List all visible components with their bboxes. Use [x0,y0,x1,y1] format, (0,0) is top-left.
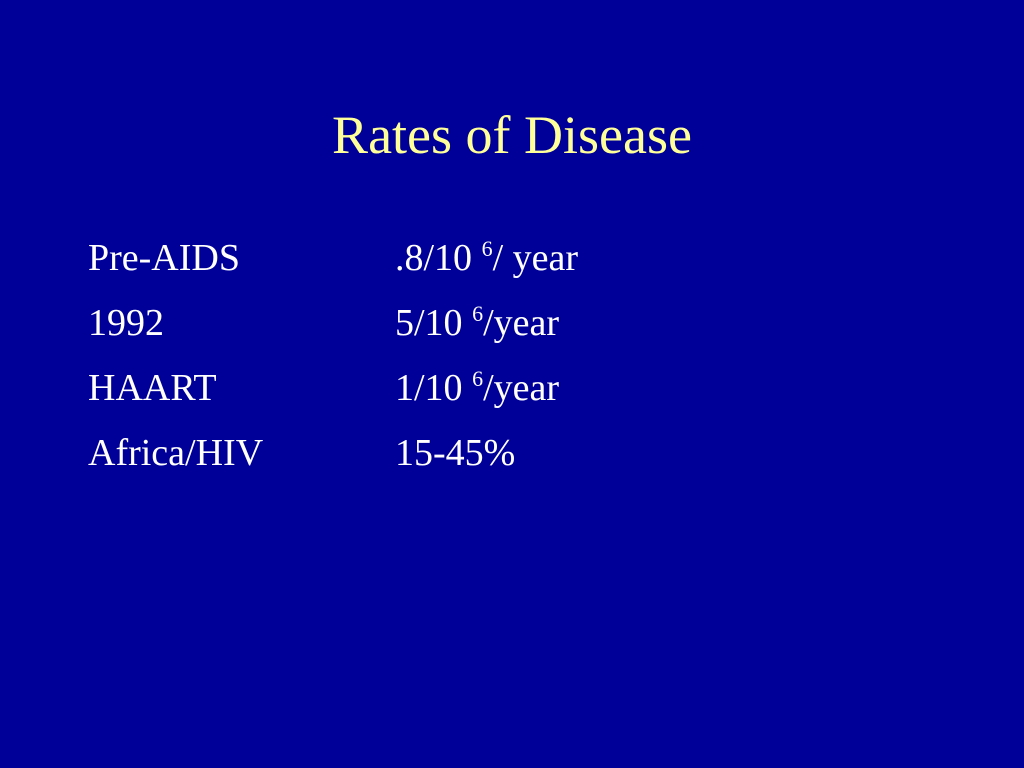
rate-value: 1/10 6/year [395,356,559,421]
rate-row-pre-aids: Pre-AIDS .8/10 6/ year [88,226,988,291]
rate-value-base: 5/10 [395,302,463,344]
rate-value: .8/10 6/ year [395,226,578,291]
rate-label: Pre-AIDS [88,237,240,279]
rate-value-base: .8/10 [395,237,473,279]
rate-label: Africa/HIV [88,432,264,474]
rate-row-africa-hiv: Africa/HIV 15-45% [88,421,988,486]
rate-value: 15-45% [395,421,515,486]
rate-value-suffix: / year [492,237,579,279]
rate-row-haart: HAART 1/10 6/year [88,356,988,421]
rate-row-1992: 1992 5/10 6/year [88,291,988,356]
slide-title: Rates of Disease [332,105,692,165]
rate-label: HAART [88,367,217,409]
rate-value-exponent: 6 [472,366,484,391]
rate-value-base: 1/10 [395,367,463,409]
rate-value: 5/10 6/year [395,291,559,356]
rate-label: 1992 [88,302,164,344]
rate-value-exponent: 6 [472,301,484,326]
rate-value-base: 15-45% [395,432,516,474]
rate-value-suffix: /year [483,367,560,409]
rates-list: Pre-AIDS .8/10 6/ year 1992 5/10 6/year … [88,226,988,486]
rate-value-suffix: /year [483,302,560,344]
rate-value-exponent: 6 [481,236,493,261]
